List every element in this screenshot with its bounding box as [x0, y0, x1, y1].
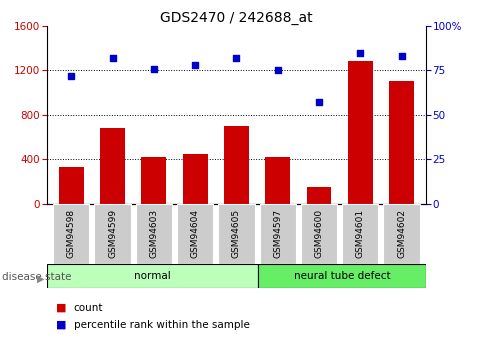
Text: ■: ■	[56, 320, 67, 330]
Bar	[59, 167, 84, 204]
Text: percentile rank within the sample: percentile rank within the sample	[74, 320, 249, 330]
Bar	[265, 157, 290, 204]
Bar	[183, 154, 208, 204]
Point	[68, 73, 75, 78]
Bar	[218, 204, 255, 264]
Text: GSM94605: GSM94605	[232, 209, 241, 258]
Bar	[95, 204, 131, 264]
Text: ▶: ▶	[37, 274, 45, 283]
Title: GDS2470 / 242688_at: GDS2470 / 242688_at	[160, 11, 313, 25]
Bar	[342, 204, 378, 264]
Text: disease state: disease state	[2, 272, 72, 282]
Text: GSM94599: GSM94599	[108, 209, 117, 258]
Text: GSM94597: GSM94597	[273, 209, 282, 258]
Text: GSM94601: GSM94601	[356, 209, 365, 258]
Text: GSM94603: GSM94603	[149, 209, 158, 258]
Bar	[383, 204, 420, 264]
Bar	[301, 204, 337, 264]
Bar	[224, 126, 249, 204]
Point	[397, 53, 405, 59]
Bar	[53, 204, 90, 264]
Text: GSM94602: GSM94602	[397, 209, 406, 258]
Bar	[100, 128, 125, 204]
Text: GSM94598: GSM94598	[67, 209, 76, 258]
Text: normal: normal	[134, 271, 171, 281]
Text: GSM94600: GSM94600	[315, 209, 323, 258]
Point	[191, 62, 199, 68]
Bar	[307, 187, 331, 204]
Bar	[260, 204, 296, 264]
Bar	[47, 264, 258, 288]
Bar	[136, 204, 172, 264]
Text: GSM94604: GSM94604	[191, 209, 199, 258]
Bar	[389, 81, 414, 204]
Bar	[142, 157, 166, 204]
Bar	[258, 264, 426, 288]
Point	[109, 55, 117, 61]
Bar	[177, 204, 213, 264]
Text: count: count	[74, 303, 103, 313]
Text: ■: ■	[56, 303, 67, 313]
Point	[233, 55, 241, 61]
Point	[150, 66, 158, 71]
Point	[356, 50, 364, 55]
Bar	[348, 61, 372, 204]
Point	[274, 68, 282, 73]
Point	[315, 99, 323, 105]
Text: neural tube defect: neural tube defect	[294, 271, 390, 281]
